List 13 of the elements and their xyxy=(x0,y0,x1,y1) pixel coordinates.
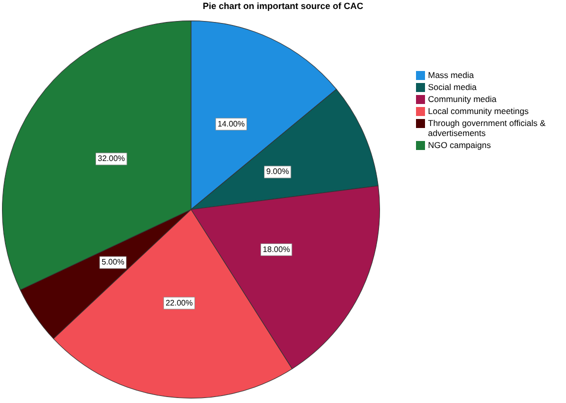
legend-label: NGO campaigns xyxy=(428,140,491,150)
data-label: 14.00% xyxy=(218,119,245,128)
legend-label: Community media xyxy=(428,94,496,104)
data-label: 5.00% xyxy=(102,258,124,267)
chart-title: Pie chart on important source of CAC xyxy=(202,1,364,11)
legend-label: Through government officials & advertisements xyxy=(428,118,546,138)
legend-label: Social media xyxy=(428,82,477,92)
legend-label: Mass media xyxy=(428,70,474,80)
data-label: 9.00% xyxy=(266,167,289,176)
data-label: 32.00% xyxy=(98,154,125,164)
data-label: 18.00% xyxy=(262,244,290,254)
legend-label: Local community meetings xyxy=(428,106,529,116)
data-label: 22.00% xyxy=(166,298,193,308)
